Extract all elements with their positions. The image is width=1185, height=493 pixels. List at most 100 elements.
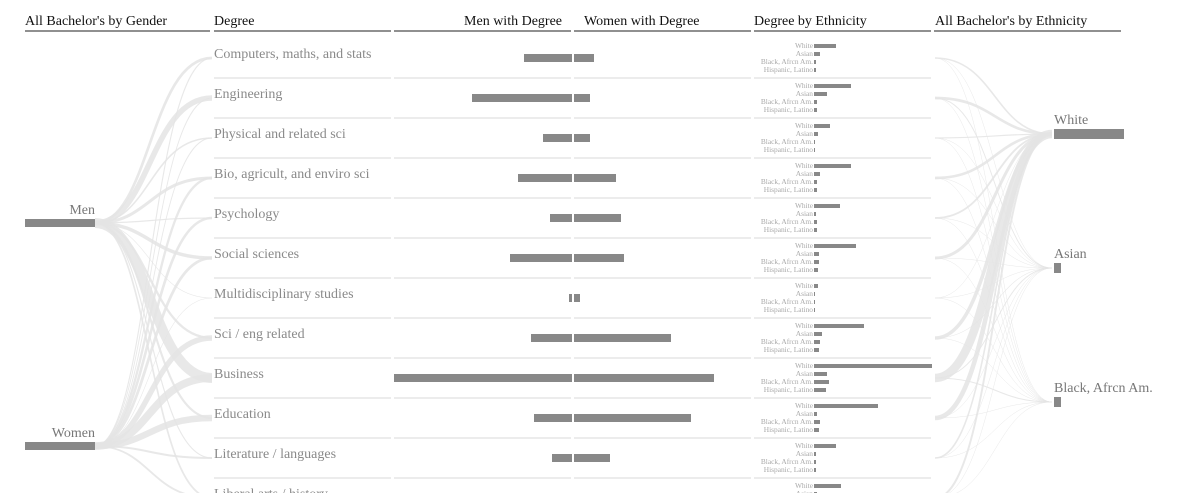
gender-flow [94,137,213,447]
ethnicity-flow [934,377,1053,403]
ethnicity-bar [814,212,816,216]
men-bar [543,134,572,142]
ethnicity-bar [814,364,932,368]
ethnicity-bar [814,308,815,312]
header-row: All Bachelor's by Gender Degree Men with… [25,14,1121,32]
ethnicity-label: White [795,41,814,50]
ethnicity-flow [934,267,1053,339]
gender-nodes: Men Women [25,203,95,450]
ethnicity-bar [814,428,819,432]
ethnicity-label: Black, Afrcn Am. [761,297,813,306]
ethnicity-bar [814,284,818,288]
header-degree: Degree [214,14,254,29]
men-bar [510,254,572,262]
ethnicity-label: Hispanic, Latino [764,465,814,474]
ethnicity-flow [934,401,1053,419]
row-dividers [214,77,931,479]
ethnicity-label: Hispanic, Latino [764,305,814,314]
ethnicity-label: Asian [796,489,814,493]
ethnicity-label: Black, Afrcn Am. [761,177,813,186]
ethnicity-label: Black, Afrcn Am. [761,377,813,386]
ethnicity-label: Asian [796,449,814,458]
gender-flow [94,222,201,493]
ethnicity-label: White [795,321,814,330]
ethnicity-flow [934,177,1053,403]
ethnicity-flow [934,132,1053,180]
ethnicity-flow [934,96,1053,136]
ethnicity-node-label-asian: Asian [1054,247,1087,262]
degree-label: Bio, agricult, and enviro sci [214,167,370,182]
ethnicity-bar [814,268,818,272]
ethnicity-flow [934,267,1053,459]
degree-label: Sci / eng related [214,327,305,342]
ethnicity-flow [934,401,1053,459]
ethnicity-bar [814,92,827,96]
men-bar [534,414,572,422]
ethnicity-label: Asian [796,329,814,338]
ethnicity-bar [814,188,817,192]
ethnicity-bar [814,140,815,144]
ethnicity-label: Asian [796,289,814,298]
ethnicity-label: Black, Afrcn Am. [761,337,813,346]
ethnicity-flow [956,401,1053,493]
gender-flow [94,445,213,459]
women-bar [574,134,590,142]
men-bar [472,94,572,102]
ethnicity-label: Black, Afrcn Am. [761,457,813,466]
degree-row: Liberal arts / historyWhiteAsianBlack, A… [214,481,841,493]
ethnicity-bar [814,44,836,48]
ethnicity-bar [814,324,864,328]
ethnicity-flow [934,177,1053,269]
ethnicity-flow [948,267,1053,493]
gender-node-bar-women [25,442,95,450]
degree-rows: Computers, maths, and statsWhiteAsianBla… [214,41,932,493]
ethnicity-label: Black, Afrcn Am. [761,257,813,266]
women-bar [574,94,590,102]
ethnicity-bar [814,100,817,104]
ethnicity-bar [814,292,815,296]
women-bar [574,414,691,422]
ethnicity-bar [814,132,818,136]
ethnicity-label: Asian [796,209,814,218]
ethnicity-flow [944,133,1053,493]
degree-label: Business [214,367,264,382]
ethnicity-label: White [795,201,814,210]
men-bar [531,334,572,342]
gender-flow [94,97,213,447]
ethnicity-label: Asian [796,49,814,58]
ethnicity-label: Hispanic, Latino [764,385,814,394]
ethnicity-bar [814,228,817,232]
gender-node-label-women: Women [52,426,95,441]
gender-flow [94,57,213,447]
ethnicity-bar [814,148,815,152]
header-all-ethnicity: All Bachelor's by Ethnicity [935,14,1087,29]
men-bar [394,374,572,382]
ethnicity-bar [814,52,820,56]
women-bar [574,374,714,382]
ethnicity-label: White [795,361,814,370]
gender-flow [94,216,213,448]
ethnicity-label: Hispanic, Latino [764,145,814,154]
gender-flow [94,176,213,225]
degree-label: Liberal arts / history [214,487,328,493]
ethnicity-nodes: White Asian Black, Afrcn Am. [1054,113,1153,407]
ethnicity-label: Hispanic, Latino [764,185,814,194]
ethnicity-bar [814,348,819,352]
men-bar [552,454,572,462]
header-ethnicity: Degree by Ethnicity [754,14,867,29]
women-bar [574,254,624,262]
ethnicity-label: White [795,121,814,130]
ethnicity-label: White [795,281,814,290]
ethnicity-bar [814,260,819,264]
ethnicity-bar [814,468,816,472]
ethnicity-label: Asian [796,169,814,178]
ethnicity-bar [814,68,816,72]
gender-flow [94,445,186,493]
ethnicity-bar [814,164,851,168]
ethnicity-bar [814,332,822,336]
